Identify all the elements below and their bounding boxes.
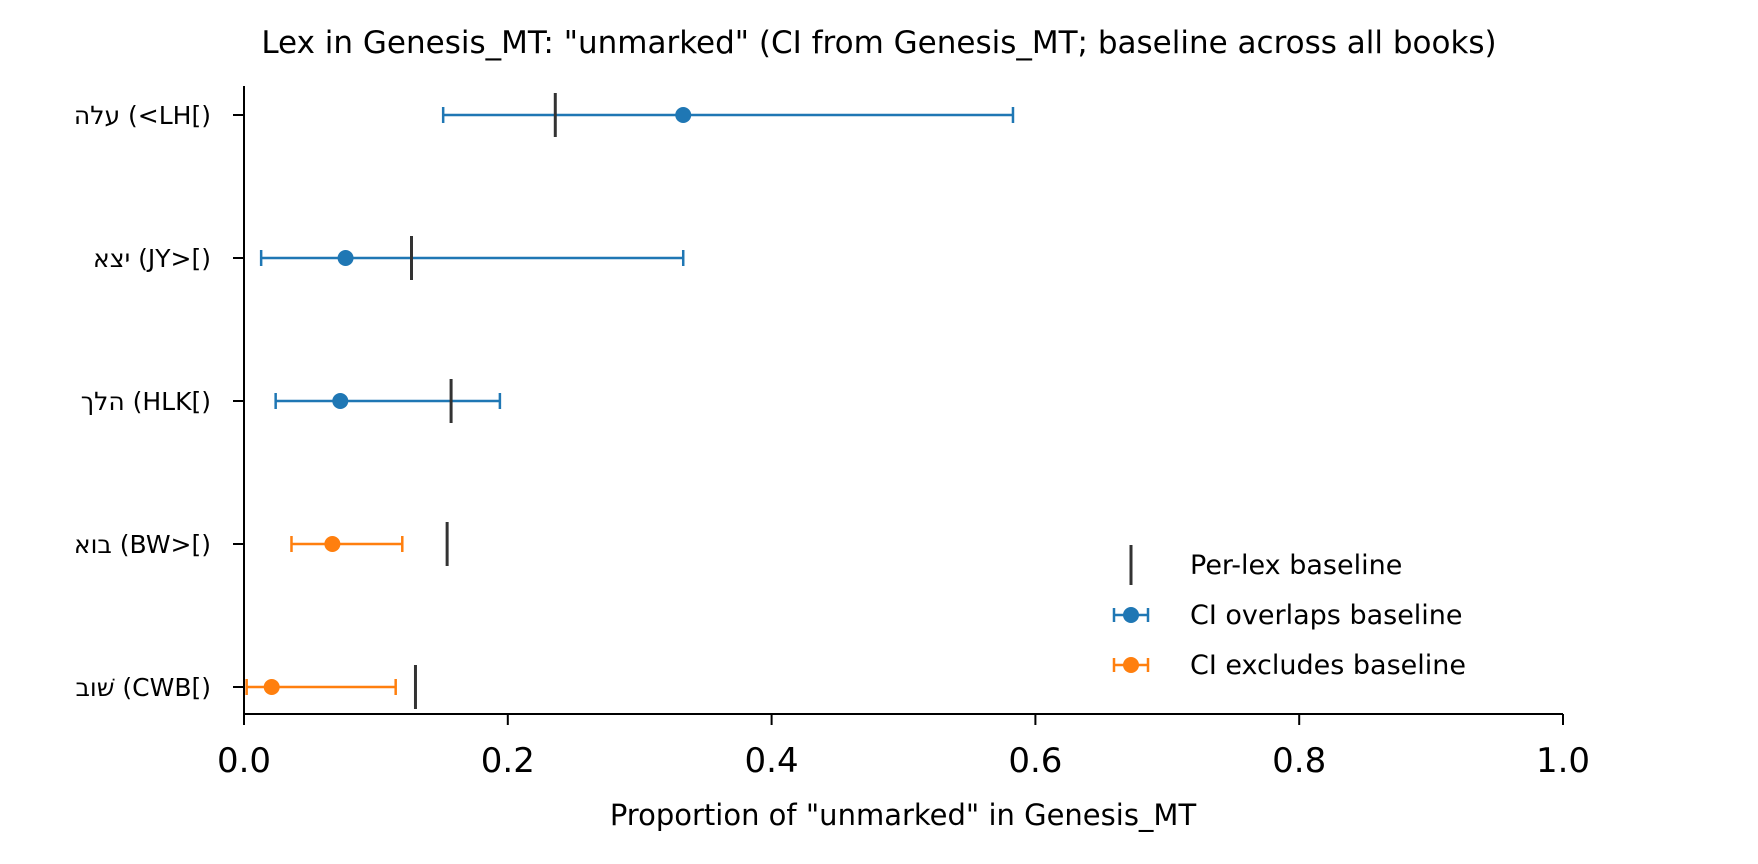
x-tick-label: 0.8 bbox=[1272, 741, 1326, 781]
estimate-point bbox=[332, 393, 349, 409]
estimate-point bbox=[263, 679, 280, 695]
x-tick-label: 1.0 bbox=[1536, 741, 1590, 781]
x-axis-ticks: 0.0 0.2 0.4 0.6 0.8 1.0 bbox=[217, 714, 1590, 781]
estimate-point bbox=[337, 250, 354, 266]
x-tick-label: 0.6 bbox=[1008, 741, 1062, 781]
y-tick-label: הלך (HLK[) bbox=[81, 387, 211, 416]
x-tick-label: 0.2 bbox=[481, 741, 535, 781]
y-tick-label: בוא (BW>[) bbox=[74, 530, 211, 559]
legend: Per-lex baseline CI overlaps baseline CI e… bbox=[1112, 545, 1466, 681]
legend-label: CI overlaps baseline bbox=[1190, 600, 1463, 631]
y-axis-ticks: עלה (<LH[) יצא (JY>[) הלך (HLK[) בוא (BW>[)… bbox=[74, 101, 244, 702]
legend-label: Per-lex baseline bbox=[1190, 550, 1402, 581]
chart-title: Lex in Genesis_MT: "unmarked" (CI from G… bbox=[261, 25, 1496, 61]
y-tick-label: יצא (JY>[) bbox=[93, 244, 211, 273]
y-tick-label: שׁוב (CWB[) bbox=[75, 673, 211, 702]
x-axis-label: Proportion of "unmarked" in Genesis_MT bbox=[610, 798, 1197, 832]
legend-point-swatch bbox=[1123, 607, 1139, 623]
legend-label: CI excludes baseline bbox=[1190, 650, 1466, 681]
estimate-point bbox=[324, 536, 341, 552]
legend-point-swatch bbox=[1123, 657, 1139, 673]
x-tick-label: 0.0 bbox=[217, 741, 271, 781]
estimate-point bbox=[675, 107, 692, 123]
x-tick-label: 0.4 bbox=[745, 741, 799, 781]
y-tick-label: עלה (<LH[) bbox=[74, 101, 211, 130]
plot-area bbox=[245, 93, 1015, 709]
